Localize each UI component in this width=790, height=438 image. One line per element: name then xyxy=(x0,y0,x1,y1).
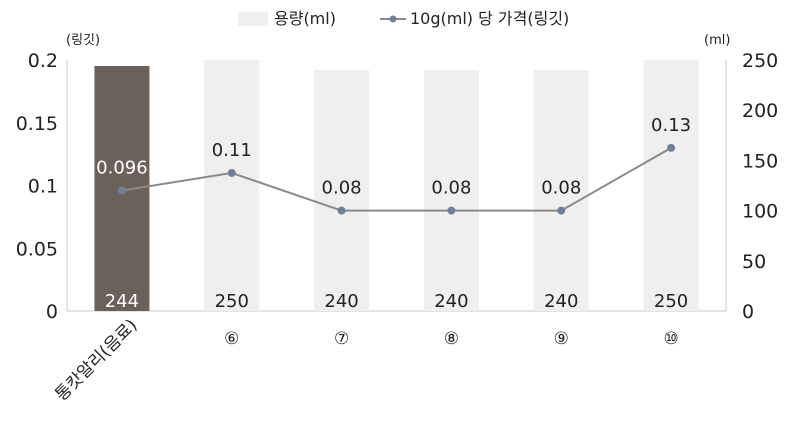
bar xyxy=(204,60,260,311)
right-axis-tick-label: 0 xyxy=(742,301,754,323)
right-axis-unit-label: (ml) xyxy=(704,33,730,48)
bar-value-label: 240 xyxy=(544,291,578,312)
line-point xyxy=(667,143,676,152)
line-point xyxy=(117,186,126,195)
category-label: ⑥ xyxy=(224,329,239,349)
category-label: ⑦ xyxy=(334,329,349,349)
line-value-label: 0.08 xyxy=(541,178,581,199)
legend-bar-swatch xyxy=(238,12,268,26)
line-series xyxy=(117,143,676,215)
left-axis-unit-label: (링깃) xyxy=(66,33,100,48)
left-axis-tick-label: 0.15 xyxy=(16,113,58,135)
right-axis-tick-label: 100 xyxy=(742,201,778,223)
bar xyxy=(533,70,589,311)
legend-line-marker xyxy=(389,15,397,23)
legend-line-label: 10g(ml) 당 가격(링깃) xyxy=(410,9,569,28)
right-axis-tick-label: 250 xyxy=(742,50,778,72)
category-label: ⑧ xyxy=(444,329,459,349)
series-line xyxy=(121,146,672,212)
bar-value-label: 240 xyxy=(434,291,468,312)
bar-value-label: 250 xyxy=(654,291,688,312)
bar-series xyxy=(94,60,699,311)
line-value-labels: 0.096 0.11 0.08 0.08 0.08 0.13 xyxy=(96,115,691,199)
line-point xyxy=(557,206,566,215)
right-axis-ticks: 0 50 100 150 200 250 xyxy=(742,50,778,323)
line-value-label: 0.096 xyxy=(96,158,148,179)
category-labels: 통캇알리(음료) ⑥ ⑦ ⑧ ⑨ ⑩ xyxy=(52,315,679,405)
category-label: ⑨ xyxy=(554,329,569,349)
left-axis-ticks: 0 0.05 0.1 0.15 0.2 xyxy=(16,50,58,323)
category-label: 통캇알리(음료) xyxy=(52,315,142,405)
bar-value-label: 244 xyxy=(105,291,139,312)
bar-value-labels: 244 250 240 240 240 250 xyxy=(105,291,689,312)
bar-value-label: 250 xyxy=(215,291,249,312)
line-value-label: 0.08 xyxy=(431,178,471,199)
line-point xyxy=(337,206,346,215)
line-point xyxy=(227,168,236,177)
right-axis-tick-label: 200 xyxy=(742,100,778,122)
right-axis-tick-label: 150 xyxy=(742,150,778,172)
category-label: ⑩ xyxy=(663,329,678,349)
line-point xyxy=(447,206,456,215)
left-axis-tick-label: 0.2 xyxy=(28,50,58,72)
right-axis-tick-label: 50 xyxy=(742,251,766,273)
line-value-label: 0.11 xyxy=(212,140,252,161)
bar xyxy=(423,70,479,311)
line-value-label: 0.13 xyxy=(651,115,691,136)
legend-bar-label: 용량(ml) xyxy=(274,9,336,28)
legend: 용량(ml) 10g(ml) 당 가격(링깃) xyxy=(238,9,569,28)
bar-value-label: 240 xyxy=(324,291,358,312)
left-axis-tick-label: 0 xyxy=(46,301,58,323)
left-axis-tick-label: 0.1 xyxy=(28,176,58,198)
left-axis-tick-label: 0.05 xyxy=(16,238,58,260)
line-value-label: 0.08 xyxy=(322,178,362,199)
bar xyxy=(314,70,370,311)
bar xyxy=(643,60,699,311)
